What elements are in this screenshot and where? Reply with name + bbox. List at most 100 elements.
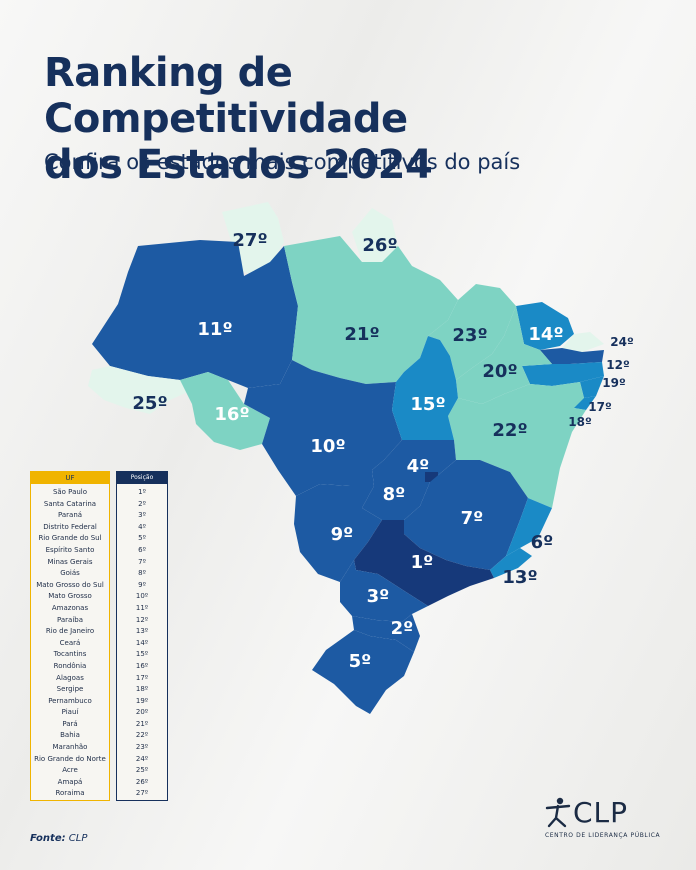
state-bahia [448, 382, 586, 508]
uf-row: Ceará [59, 638, 81, 647]
position-row: 15º [135, 650, 149, 659]
position-row: 10º [135, 592, 149, 601]
logo-subtitle: CENTRO DE LIDERANÇA PÚBLICA [545, 832, 661, 839]
clp-logo: CLP CENTRO DE LIDERANÇA PÚBLICA [543, 796, 673, 846]
uf-row: Minas Gerais [47, 557, 93, 566]
uf-column: UF São Paulo Santa Catarina Paraná Distrito… [30, 471, 110, 801]
state-rio-grande-do-norte [562, 332, 604, 352]
position-row: 16º [135, 661, 149, 670]
state-sao-paulo [354, 520, 494, 606]
source-value: CLP [68, 833, 88, 844]
label-ma: 23º [452, 325, 487, 346]
state-paraiba [540, 348, 604, 364]
state-rondonia [180, 372, 270, 450]
page-title: Ranking de Competitividade dos Estados 2… [44, 50, 664, 188]
label-sc: 2º [391, 618, 414, 639]
state-goias [362, 440, 456, 520]
label-rj: 13º [502, 567, 537, 588]
position-row: 2º [138, 499, 146, 508]
label-ro: 16º [214, 404, 249, 425]
uf-row: Paraíba [56, 615, 84, 624]
label-go: 8º [383, 484, 406, 505]
label-pi: 20º [482, 361, 517, 382]
state-acre [88, 366, 192, 414]
uf-row: Rio de Janeiro [45, 627, 95, 636]
position-row: 24º [135, 754, 149, 763]
label-mg: 7º [461, 508, 484, 529]
label-pb: 12º [606, 358, 630, 372]
position-row: 3º [138, 511, 146, 520]
label-al: 17º [588, 400, 612, 414]
uf-column-header: UF [31, 472, 109, 484]
position-row: 6º [138, 545, 146, 554]
position-row: 7º [138, 557, 146, 566]
uf-row: Rondônia [53, 661, 87, 670]
uf-row: Bahia [60, 731, 80, 740]
state-alagoas [580, 376, 604, 398]
uf-row: Espírito Santo [45, 545, 95, 554]
uf-row: Tocantins [53, 650, 87, 659]
position-column-header: Posição [117, 472, 167, 484]
label-to: 15º [410, 394, 445, 415]
state-pernambuco [522, 362, 604, 386]
state-minas-gerais [404, 460, 528, 570]
uf-row: Amapá [57, 777, 83, 786]
label-es: 6º [531, 532, 554, 553]
state-rio-de-janeiro [490, 548, 532, 578]
logo-figure-icon [545, 797, 571, 828]
uf-row: Pará [62, 719, 78, 728]
position-row: 4º [138, 522, 146, 531]
source-label: Fonte: [30, 833, 66, 844]
position-row: 8º [138, 569, 146, 578]
position-row: 1º [138, 488, 146, 496]
position-row: 5º [138, 534, 146, 543]
state-amazonas [92, 240, 298, 388]
uf-row: São Paulo [52, 488, 88, 496]
position-row: 21º [135, 719, 149, 728]
uf-row: Goiás [60, 569, 80, 578]
uf-row: Paraná [57, 511, 83, 520]
state-rio-grande-do-sul [312, 630, 414, 714]
uf-row: Sergipe [56, 685, 84, 694]
label-pa: 21º [344, 324, 379, 345]
state-espirito-santo [506, 498, 552, 556]
position-row: 13º [135, 627, 149, 636]
label-ap: 26º [362, 235, 397, 256]
state-ceara [516, 302, 574, 350]
position-row: 17º [135, 673, 149, 682]
label-mt: 10º [310, 436, 345, 457]
uf-row: Roraima [55, 789, 85, 798]
position-row: 26º [135, 777, 149, 786]
position-row: 25º [135, 766, 149, 775]
label-df: 4º [407, 456, 430, 477]
position-row: 19º [135, 696, 149, 705]
label-sp: 1º [411, 552, 434, 573]
state-amapa [352, 208, 398, 262]
state-mato-grosso [244, 360, 402, 496]
page-subtitle: Confira os estados mais competitivos do … [44, 150, 521, 174]
label-pr: 3º [367, 586, 390, 607]
label-am: 11º [197, 319, 232, 340]
label-ms: 9º [331, 524, 354, 545]
uf-row: Distrito Federal [43, 522, 97, 531]
brazil-map: 27º 26º 11º 21º 23º 14º 24º 12º 19º 17º … [88, 202, 634, 714]
position-row: 18º [135, 685, 149, 694]
ranking-table: UF São Paulo Santa Catarina Paraná Distrito… [30, 471, 170, 801]
state-santa-catarina [352, 614, 420, 652]
uf-row: Maranhão [52, 743, 88, 752]
uf-rows: São Paulo Santa Catarina Paraná Distrito Fe… [31, 484, 109, 800]
uf-row: Alagoas [56, 673, 84, 682]
position-row: 14º [135, 638, 149, 647]
source-note: Fonte: CLP [30, 833, 87, 844]
position-rows: 1º 2º 3º 4º 5º 6º 7º 8º 9º 10º 11º 12º 13º 14º 15º 16º 1… [117, 484, 167, 800]
label-rn: 24º [610, 335, 634, 349]
uf-row: Rio Grande do Sul [38, 534, 102, 543]
label-rs: 5º [349, 651, 372, 672]
label-se: 18º [568, 415, 592, 429]
uf-row: Pernambuco [48, 696, 92, 705]
uf-row: Acre [62, 766, 78, 775]
uf-row: Amazonas [51, 603, 89, 612]
position-row: 9º [138, 580, 146, 589]
uf-row: Mato Grosso do Sul [36, 580, 104, 589]
label-ce: 14º [528, 324, 563, 345]
